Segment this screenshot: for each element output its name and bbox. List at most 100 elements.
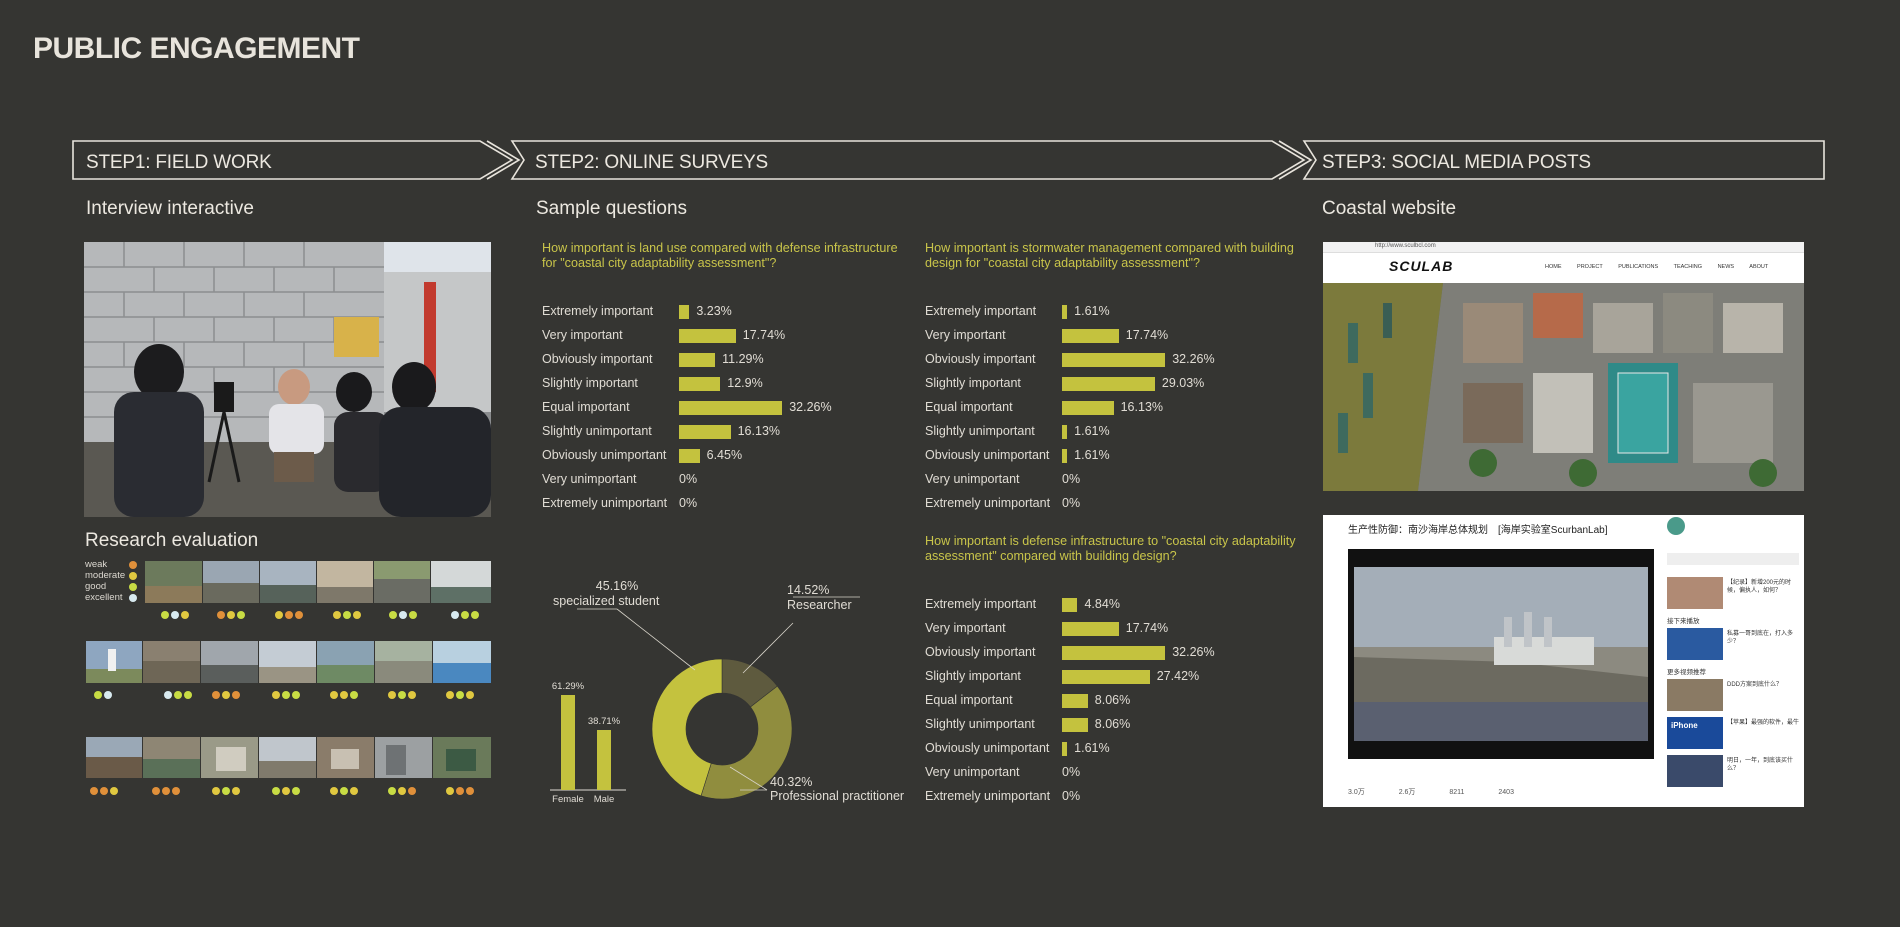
survey-bar: [1062, 401, 1114, 415]
survey-row-label: Equal important: [542, 400, 630, 414]
video-page-screenshot: 生产性防御：南沙海岸总体规划 [海岸实验室ScurbanLab] 3.0万 2.…: [1323, 515, 1804, 807]
survey-bar: [679, 449, 700, 463]
donut-category-label: specialized student: [553, 594, 660, 608]
survey-row-label: Extremely unimportant: [925, 496, 1051, 510]
survey-value-label: 8.06%: [1094, 717, 1131, 731]
survey-row-label: Obviously important: [542, 352, 653, 366]
nav-home[interactable]: HOME: [1545, 264, 1562, 270]
survey-row-label: Equal important: [925, 693, 1013, 707]
share-count[interactable]: 2403: [1498, 789, 1514, 796]
survey-row: Very unimportant 0%: [925, 472, 1285, 488]
survey-row: Obviously important 32.26%: [925, 645, 1285, 661]
survey-row-label: Obviously unimportant: [925, 741, 1050, 755]
survey-bar: [679, 401, 783, 415]
survey-value-label: 1.61%: [1074, 304, 1110, 318]
gender-bar-chart: 61.29% Female 38.71% Male: [550, 681, 626, 805]
like-count[interactable]: 3.0万: [1348, 789, 1365, 796]
survey-bar: [1062, 694, 1088, 708]
nav-teaching[interactable]: TEACHING: [1673, 264, 1703, 270]
survey-value-label: 0%: [1062, 765, 1081, 779]
donut-value-label: 40.32%: [770, 775, 812, 789]
survey-row: Very important 17.74%: [542, 328, 902, 344]
nav-about[interactable]: ABOUT: [1749, 264, 1769, 270]
survey-value-label: 0%: [1062, 496, 1081, 510]
survey-row: Equal important 32.26%: [542, 400, 902, 416]
sidebar-bar: [1667, 553, 1799, 565]
survey-row: Obviously unimportant 6.45%: [542, 448, 902, 464]
evaluation-photos-row-3: [86, 737, 491, 778]
survey-value-label: 27.42%: [1156, 669, 1200, 683]
survey-row: Obviously important 11.29%: [542, 352, 902, 368]
respondent-donut-chart: 45.16%specialized student 14.52%Researche…: [553, 579, 904, 803]
survey-row: Slightly important 29.03%: [925, 376, 1285, 392]
survey-row-label: Extremely important: [542, 304, 654, 318]
survey-bar: [1062, 646, 1166, 660]
avatar[interactable]: [1667, 517, 1685, 535]
list-item[interactable]: iPhone 【苹果】最强的软件，最牛: [1667, 717, 1799, 751]
survey-value-label: 0%: [1062, 789, 1081, 803]
gender-bar: [597, 729, 611, 790]
survey-value-label: 32.26%: [789, 400, 832, 414]
survey-value-label: 12.9%: [727, 376, 763, 390]
video-player[interactable]: [1348, 549, 1654, 759]
q1-question: How important is land use compared with …: [542, 241, 898, 270]
list-item[interactable]: 明日，一年，到底该买什么？: [1667, 755, 1799, 789]
gender-category-label: Female: [552, 794, 584, 805]
nav-news[interactable]: NEWS: [1717, 264, 1735, 270]
website-screenshot: http://www.sculbcl.com SCULAB HOME PROJE…: [1323, 242, 1804, 491]
list-item[interactable]: 私募一哥到底在，打入多少？: [1667, 628, 1799, 662]
survey-row-label: Slightly important: [925, 669, 1021, 683]
survey-value-label: 0%: [679, 472, 698, 486]
page-title: PUBLIC ENGAGEMENT: [33, 32, 360, 65]
survey-bar: [679, 329, 736, 343]
evaluation-dots-row-3: [90, 787, 474, 795]
survey-row-label: Very important: [925, 621, 1006, 635]
related-title: 【纪录】新增200元的时候，偏执人，如何？: [1727, 580, 1792, 594]
survey-bar: [1062, 742, 1068, 756]
list-item[interactable]: DDD方案到底什么？: [1667, 679, 1799, 713]
legend-swatch-good: [129, 583, 137, 591]
donut-value-label: 45.16%: [596, 579, 638, 593]
survey-row: Very unimportant 0%: [542, 472, 902, 488]
survey-bar: [679, 425, 731, 439]
survey-bar: [679, 353, 716, 367]
evaluation-photos-row-2: [86, 641, 491, 683]
aerial-photo: [1323, 283, 1804, 491]
survey-bar: [679, 377, 721, 391]
survey-row-label: Obviously important: [925, 645, 1036, 659]
nav-publications[interactable]: PUBLICATIONS: [1618, 264, 1659, 270]
survey-row-label: Extremely unimportant: [542, 496, 668, 510]
coin-count[interactable]: 2.6万: [1398, 789, 1416, 796]
up-next-heading: 接下来播放: [1667, 618, 1700, 625]
survey-value-label: 1.61%: [1074, 741, 1110, 755]
donut-leader-line: [616, 608, 696, 671]
donut-slice: [700, 685, 793, 800]
site-logo: SCULAB: [1389, 258, 1454, 274]
survey-row: Extremely unimportant 0%: [925, 496, 1285, 512]
q3-bar-chart: Extremely important 4.84% Very important 17…: [925, 597, 1275, 803]
survey-row: Slightly important 12.9%: [542, 376, 902, 392]
donut-leader-line: [742, 622, 794, 674]
survey-value-label: 32.26%: [1172, 352, 1215, 366]
legend-swatch-excellent: [129, 594, 137, 602]
survey-row-label: Very unimportant: [925, 472, 1020, 486]
interview-photo: [84, 242, 491, 517]
q1-bar-chart: Extremely important 3.23% Very important 17…: [542, 304, 892, 510]
q3-question: How important is defense infrastructure …: [925, 534, 1296, 563]
gender-value-label: 61.29%: [552, 681, 585, 692]
survey-value-label: 29.03%: [1161, 376, 1205, 390]
survey-row-label: Obviously unimportant: [925, 448, 1050, 462]
survey-bar: [679, 305, 690, 319]
survey-row-label: Slightly important: [925, 376, 1021, 390]
legend-label: weak: [85, 559, 108, 570]
related-video-list: 【纪录】新增200元的时候，偏执人，如何？ 接下来播放 私募一哥到底在，打入多少…: [1667, 577, 1799, 789]
survey-row: Obviously unimportant 1.61%: [925, 448, 1285, 464]
survey-row-label: Very important: [542, 328, 623, 342]
survey-row-label: Slightly unimportant: [925, 717, 1035, 731]
list-item[interactable]: 【纪录】新增200元的时候，偏执人，如何？: [1667, 577, 1799, 611]
legend-swatch-weak: [129, 561, 137, 569]
survey-row: Extremely important 1.61%: [925, 304, 1285, 320]
browser-toolbar: http://www.sculbcl.com: [1323, 242, 1804, 253]
favorite-count[interactable]: 8211: [1449, 789, 1465, 796]
nav-project[interactable]: PROJECT: [1577, 264, 1603, 270]
